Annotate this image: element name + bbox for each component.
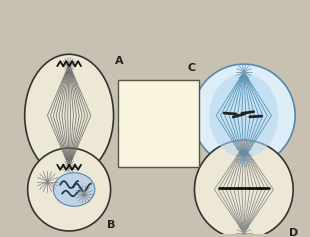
Ellipse shape — [53, 173, 95, 206]
Circle shape — [194, 140, 293, 237]
Ellipse shape — [209, 73, 278, 157]
Circle shape — [28, 148, 111, 231]
Text: C: C — [188, 63, 196, 73]
Text: A: A — [114, 56, 123, 66]
Text: B: B — [107, 220, 115, 230]
Bar — [118, 80, 199, 167]
Ellipse shape — [25, 54, 113, 177]
Text: D: D — [289, 228, 299, 237]
Circle shape — [193, 64, 295, 167]
